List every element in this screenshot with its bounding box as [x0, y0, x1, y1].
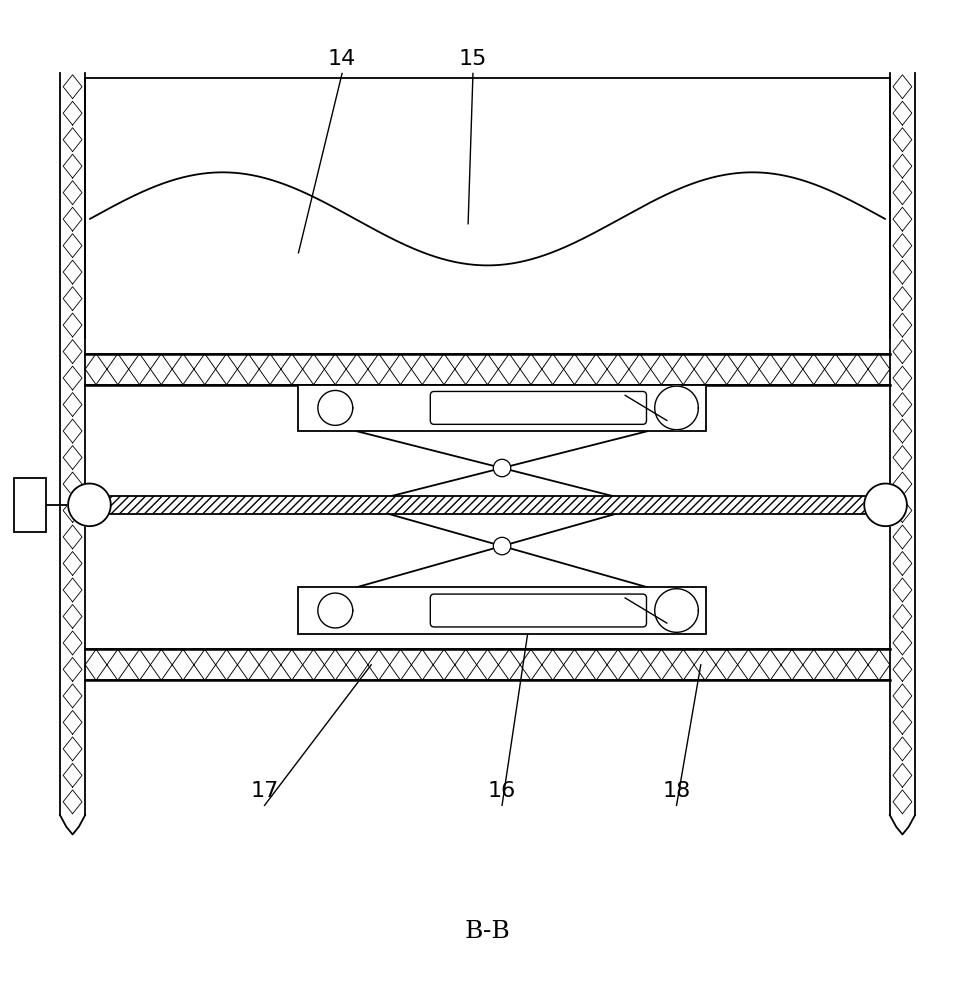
- Text: 17: 17: [251, 781, 279, 801]
- Polygon shape: [318, 593, 353, 628]
- Text: 15: 15: [459, 49, 488, 69]
- FancyBboxPatch shape: [430, 391, 646, 424]
- Circle shape: [493, 537, 511, 555]
- Polygon shape: [318, 390, 353, 425]
- Polygon shape: [68, 484, 111, 526]
- Text: 14: 14: [328, 49, 356, 69]
- Bar: [298, 385, 706, 431]
- Text: B-B: B-B: [465, 920, 510, 943]
- Bar: [15, 478, 47, 532]
- Polygon shape: [655, 386, 698, 430]
- Bar: [106, 496, 869, 514]
- Bar: [298, 587, 706, 634]
- FancyBboxPatch shape: [430, 594, 646, 627]
- Polygon shape: [864, 484, 907, 526]
- Polygon shape: [655, 589, 698, 632]
- Text: 18: 18: [662, 781, 690, 801]
- Circle shape: [493, 459, 511, 477]
- Text: 16: 16: [488, 781, 516, 801]
